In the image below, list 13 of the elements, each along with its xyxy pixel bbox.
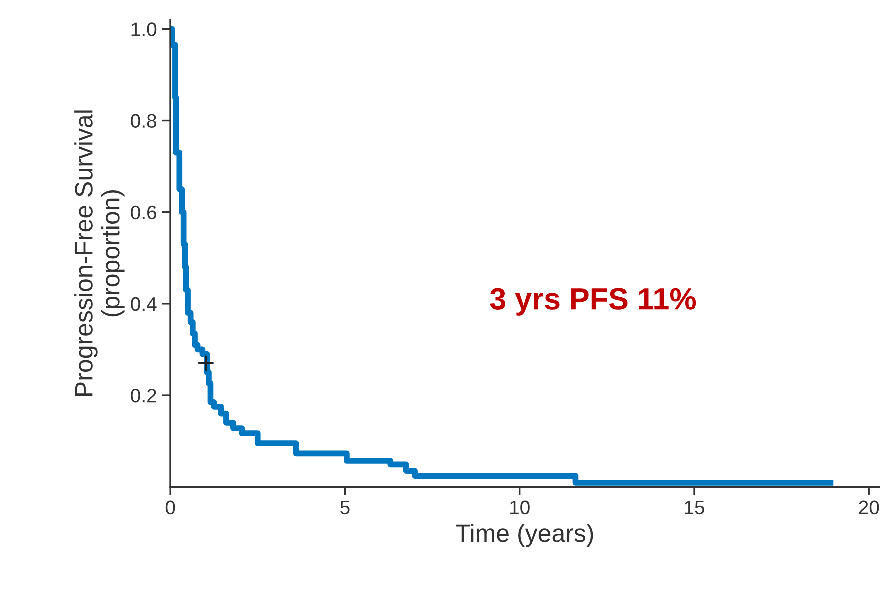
x-tick-label: 15 xyxy=(685,501,704,515)
x-axis-title: Time (years) xyxy=(456,524,594,548)
x-tick-label: 5 xyxy=(340,501,350,515)
y-tick-label: 1.0 xyxy=(132,22,157,36)
y-tick-label: 0.8 xyxy=(131,114,157,128)
annotation: 3 yrs PFS 11% xyxy=(490,288,696,316)
x-tick-label: 10 xyxy=(510,500,530,515)
y-axis-title: Progression-Free Survival (proportion) xyxy=(74,110,125,396)
y-tick-label: 0.6 xyxy=(131,206,157,220)
x-tick-label: 0 xyxy=(166,500,176,515)
y-tick-label: 0.4 xyxy=(131,297,157,312)
y-tick-label: 0.2 xyxy=(131,388,156,403)
x-tick-label: 20 xyxy=(859,500,880,515)
